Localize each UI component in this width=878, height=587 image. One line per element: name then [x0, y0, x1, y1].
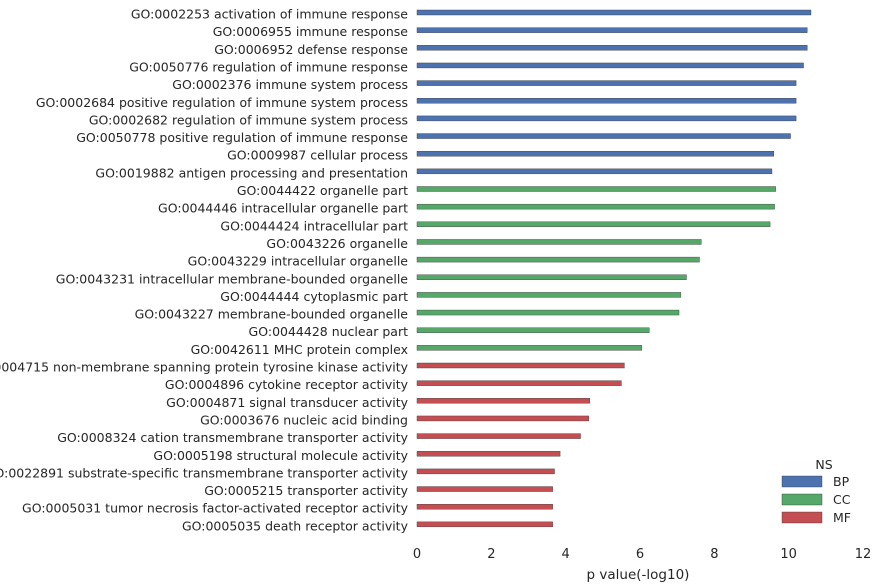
category-label: GO:0044446 intracellular organelle part — [158, 201, 408, 216]
bar — [416, 398, 591, 404]
bar — [416, 451, 561, 457]
bar — [416, 362, 625, 369]
category-label: GO:0006952 defense response — [214, 42, 408, 57]
category-label: GO:0043226 organelle — [266, 236, 408, 251]
category-label: GO:0004871 signal transducer activity — [166, 395, 408, 410]
x-axis-label: p value(-log10) — [587, 567, 690, 583]
legend-swatch — [781, 493, 823, 506]
bar — [416, 327, 650, 333]
category-label: GO:0005215 transporter activity — [204, 483, 408, 498]
category-label: GO:0005031 tumor necrosis factor-activat… — [22, 501, 409, 516]
bar — [416, 168, 773, 175]
legend-label: MF — [833, 510, 851, 525]
category-label: GO:0043229 intracellular organelle — [188, 254, 409, 269]
legend: NS BP CC MF — [781, 457, 851, 525]
category-label: GO:0006955 immune response — [213, 24, 409, 39]
category-label: GO:0002376 immune system process — [172, 77, 408, 92]
legend-label: BP — [833, 474, 850, 489]
category-label: GO:0002684 positive regulation of immune… — [36, 95, 408, 110]
x-tick-label: 4 — [562, 547, 570, 562]
category-label: GO:0042611 MHC protein complex — [191, 342, 408, 357]
bar — [416, 45, 808, 51]
legend-swatch — [781, 511, 823, 524]
bar — [416, 186, 776, 192]
category-label: GO:0005035 death receptor activity — [182, 518, 409, 533]
bar — [416, 239, 702, 245]
bar — [416, 468, 555, 475]
legend-entries: BP CC MF — [781, 474, 851, 525]
bar — [416, 486, 553, 492]
bar — [416, 221, 771, 228]
bar — [416, 150, 774, 157]
bar — [416, 380, 622, 386]
bar — [416, 9, 812, 16]
category-label: GO:0004896 cytokine receptor activity — [165, 377, 409, 392]
bar — [416, 27, 808, 33]
bar — [416, 203, 775, 210]
bar — [416, 80, 797, 86]
bar — [416, 504, 553, 510]
bar — [416, 115, 797, 122]
x-tick-label: 0 — [413, 547, 421, 562]
legend-title: NS — [815, 457, 832, 472]
x-tick-label: 8 — [710, 547, 718, 562]
bars-layer — [416, 9, 812, 528]
bar — [416, 345, 643, 351]
legend-swatch — [781, 475, 823, 488]
x-tick-label: 12 — [855, 547, 872, 562]
bar — [416, 133, 791, 139]
category-label: GO:0002253 activation of immune response — [131, 7, 408, 22]
bar — [416, 98, 797, 104]
category-label: GO:0005198 structural molecule activity — [153, 448, 408, 463]
category-label: GO:0009987 cellular process — [227, 148, 408, 163]
category-label: GO:0044422 organelle part — [237, 183, 408, 198]
bar — [416, 256, 700, 263]
legend-label: CC — [833, 492, 851, 507]
category-label: GO:0044428 nuclear part — [249, 324, 409, 339]
category-label: GO:0043231 intracellular membrane-bounde… — [56, 271, 409, 286]
bar — [416, 521, 553, 528]
category-label: GO:0022891 substrate-specific transmembr… — [0, 465, 409, 480]
x-axis-ticks: 0 2 4 6 8 10 12 — [413, 547, 871, 562]
category-label: GO:0044424 intracellular part — [220, 218, 408, 233]
category-label: GO:0043227 membrane-bounded organelle — [135, 307, 409, 322]
bar — [416, 62, 804, 69]
bar — [416, 274, 687, 280]
category-label: GO:0044444 cytoplasmic part — [220, 289, 408, 304]
x-tick-label: 6 — [636, 547, 644, 562]
category-label: GO:0004715 non-membrane spanning protein… — [0, 360, 409, 375]
x-tick-label: 10 — [780, 547, 797, 562]
x-tick-label: 2 — [487, 547, 495, 562]
category-label: GO:0008324 cation transmembrane transpor… — [57, 430, 408, 445]
category-label: GO:0019882 antigen processing and presen… — [95, 165, 408, 180]
category-label: GO:0002682 regulation of immune system p… — [89, 112, 408, 127]
category-label: GO:0050778 positive regulation of immune… — [76, 130, 408, 145]
bar — [416, 309, 680, 316]
category-label: GO:0050776 regulation of immune response — [129, 59, 408, 74]
bar — [416, 433, 581, 439]
category-label: GO:0003676 nucleic acid binding — [200, 412, 408, 427]
bar — [416, 292, 682, 298]
bar — [416, 415, 589, 422]
category-labels: GO:0002253 activation of immune response… — [0, 7, 409, 534]
